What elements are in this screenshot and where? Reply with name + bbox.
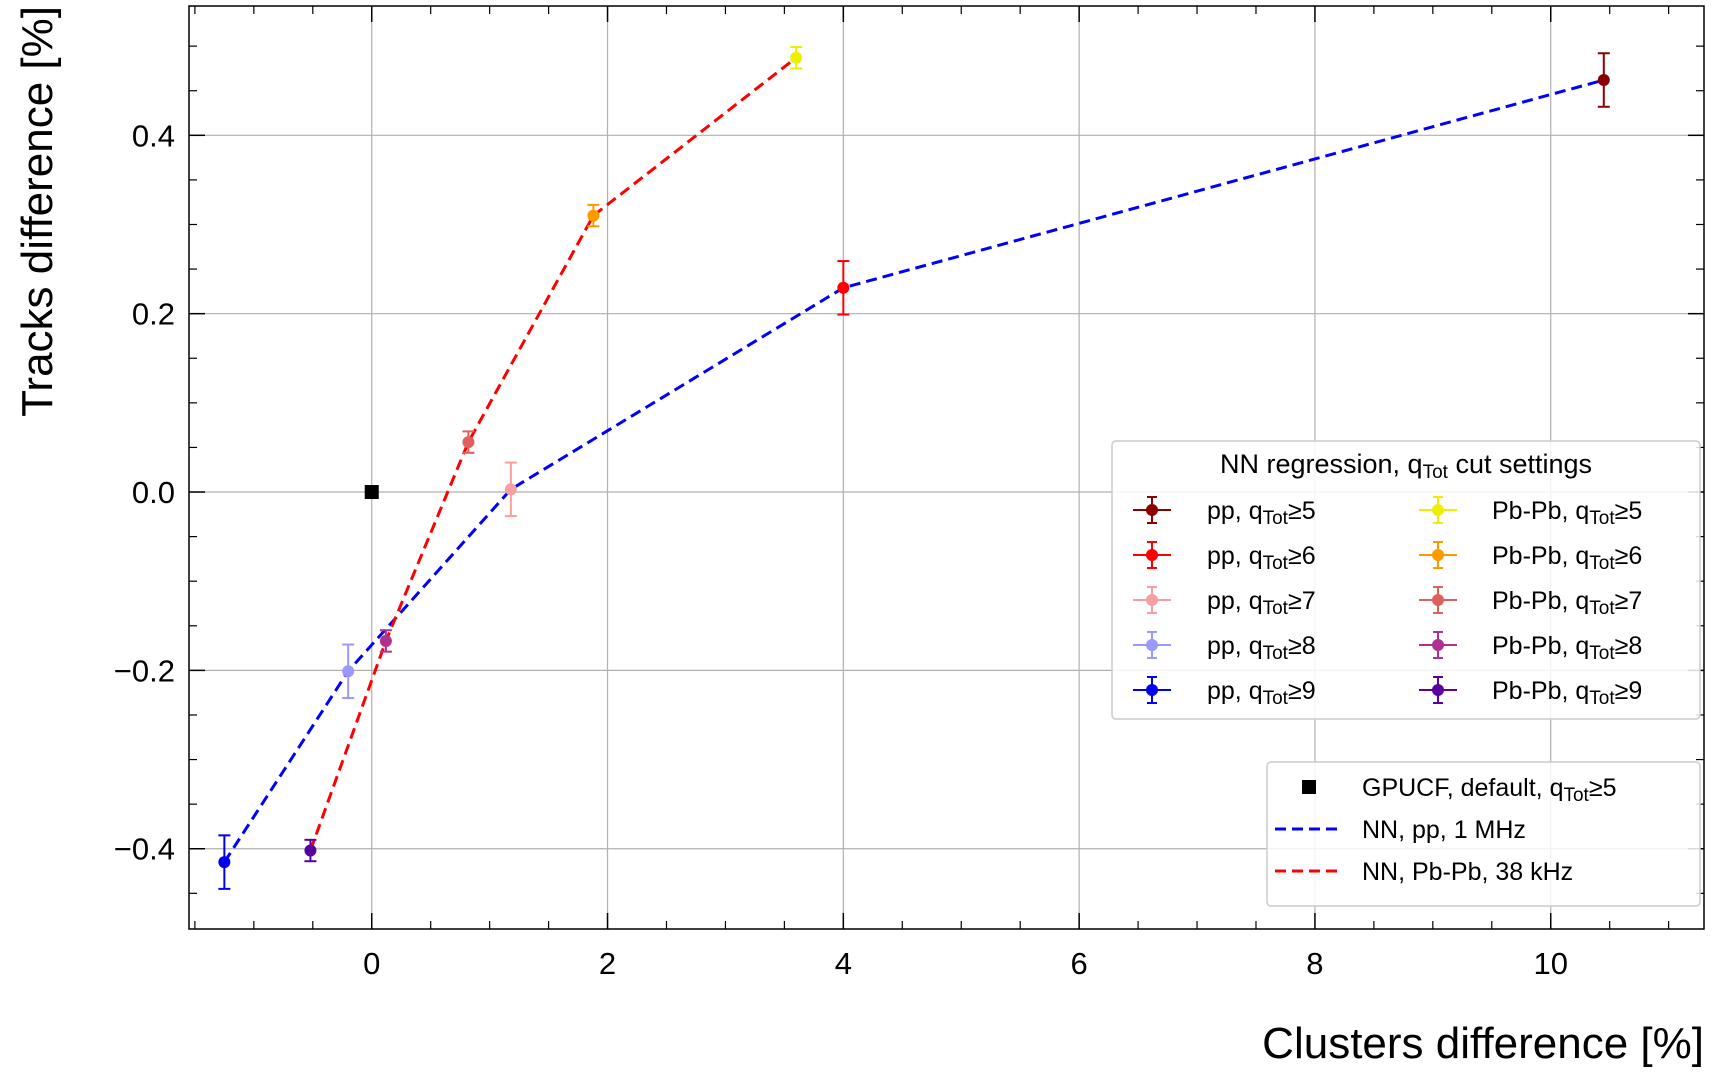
data-point	[587, 203, 600, 228]
data-point	[304, 838, 317, 863]
legend-label: pp, qTot≥8	[1207, 632, 1316, 664]
legend-marker	[1146, 594, 1158, 606]
plot-frame	[188, 5, 1705, 930]
data-point	[218, 834, 231, 890]
legend-entry: Pb-Pb, qTot≥8	[1419, 631, 1642, 664]
marker	[837, 281, 850, 294]
data-point	[379, 629, 392, 653]
y-tick-label: 0.4	[132, 118, 175, 153]
legend-marker	[1432, 549, 1444, 561]
marker	[379, 634, 392, 647]
legend-entry: Pb-Pb, qTot≥5	[1419, 496, 1642, 529]
legend-entry: Pb-Pb, qTot≥9	[1419, 676, 1642, 709]
legend-entry: Pb-Pb, qTot≥6	[1419, 541, 1642, 574]
legend-label: pp, qTot≥9	[1207, 677, 1316, 709]
legend-methods: GPUCF, default, qTot≥5 NN, pp, 1 MHz NN, P…	[1266, 761, 1701, 907]
data-point	[837, 260, 850, 316]
series-line	[223, 78, 1605, 863]
legend-box	[1111, 440, 1701, 720]
legend-square	[1302, 780, 1316, 794]
marker	[304, 844, 317, 857]
legend-marker	[1432, 684, 1444, 696]
data-point	[790, 46, 803, 70]
legend-label: Pb-Pb, qTot≥8	[1492, 632, 1642, 664]
legend-marker	[1146, 549, 1158, 561]
legend-marker	[1146, 684, 1158, 696]
legend-marker	[1146, 639, 1158, 651]
y-tick-label: −0.4	[114, 832, 175, 867]
fit-lines	[223, 56, 1605, 863]
data-points	[218, 46, 1610, 890]
legend-entry: pp, qTot≥7	[1133, 586, 1316, 619]
data-point	[504, 461, 517, 518]
data-point	[342, 643, 355, 700]
legend-entry: NN, Pb-Pb, 38 kHz	[1275, 858, 1573, 886]
legend-label: NN, Pb-Pb, 38 kHz	[1362, 858, 1573, 886]
legend-label: Pb-Pb, qTot≥7	[1492, 587, 1642, 619]
legend-marker	[1146, 504, 1158, 516]
marker	[1597, 74, 1610, 87]
y-tick-label: 0.0	[132, 475, 175, 510]
marker	[342, 665, 355, 678]
data-point	[462, 430, 475, 454]
legend-marker	[1432, 504, 1444, 516]
legend-marker	[1432, 639, 1444, 651]
legend-entry: pp, qTot≥8	[1133, 631, 1316, 664]
x-tick-label: 8	[1306, 946, 1323, 981]
x-axis-title: Clusters difference [%]	[1262, 1019, 1704, 1068]
legend-entry: pp, qTot≥6	[1133, 541, 1316, 574]
legend-entry: GPUCF, default, qTot≥5	[1302, 774, 1616, 806]
legend-label: NN, pp, 1 MHz	[1362, 816, 1526, 844]
legend-marker	[1432, 594, 1444, 606]
legend-entry: pp, qTot≥9	[1133, 676, 1316, 709]
legend-label: pp, qTot≥5	[1207, 497, 1316, 529]
x-tick-label: 4	[835, 946, 852, 981]
tick-labels: 0 2 4 6 8 10 −0.4 −0.2 0.0 0.2 0.4	[114, 118, 1568, 981]
legend-label: pp, qTot≥6	[1207, 542, 1316, 574]
marker	[790, 51, 803, 64]
marker	[587, 209, 600, 222]
series-line	[309, 56, 798, 852]
legend-entry: Pb-Pb, qTot≥7	[1419, 586, 1642, 619]
marker	[462, 436, 475, 449]
legend-cut-settings: NN regression, qTot cut settings pp, qTot…	[1111, 440, 1701, 720]
legend-label: Pb-Pb, qTot≥9	[1492, 677, 1642, 709]
x-tick-label: 6	[1071, 946, 1088, 981]
legend-label: Pb-Pb, qTot≥5	[1492, 497, 1642, 529]
y-axis-title: Tracks difference [%]	[13, 6, 62, 417]
x-tick-label: 2	[599, 946, 616, 981]
legend-entry: NN, pp, 1 MHz	[1275, 816, 1526, 844]
legend-entry: pp, qTot≥5	[1133, 496, 1316, 529]
data-point	[1597, 52, 1610, 108]
legend-label: pp, qTot≥7	[1207, 587, 1316, 619]
reference-point	[364, 485, 379, 500]
x-tick-label: 0	[363, 946, 380, 981]
marker	[218, 856, 231, 869]
legend-label: Pb-Pb, qTot≥6	[1492, 542, 1642, 574]
legend-box	[1266, 761, 1701, 907]
legend-label: GPUCF, default, qTot≥5	[1362, 774, 1616, 806]
legend-title: NN regression, qTot cut settings	[1220, 449, 1592, 483]
y-tick-label: −0.2	[114, 653, 175, 688]
x-tick-label: 10	[1533, 946, 1567, 981]
y-tick-label: 0.2	[132, 297, 175, 332]
marker	[504, 483, 517, 496]
